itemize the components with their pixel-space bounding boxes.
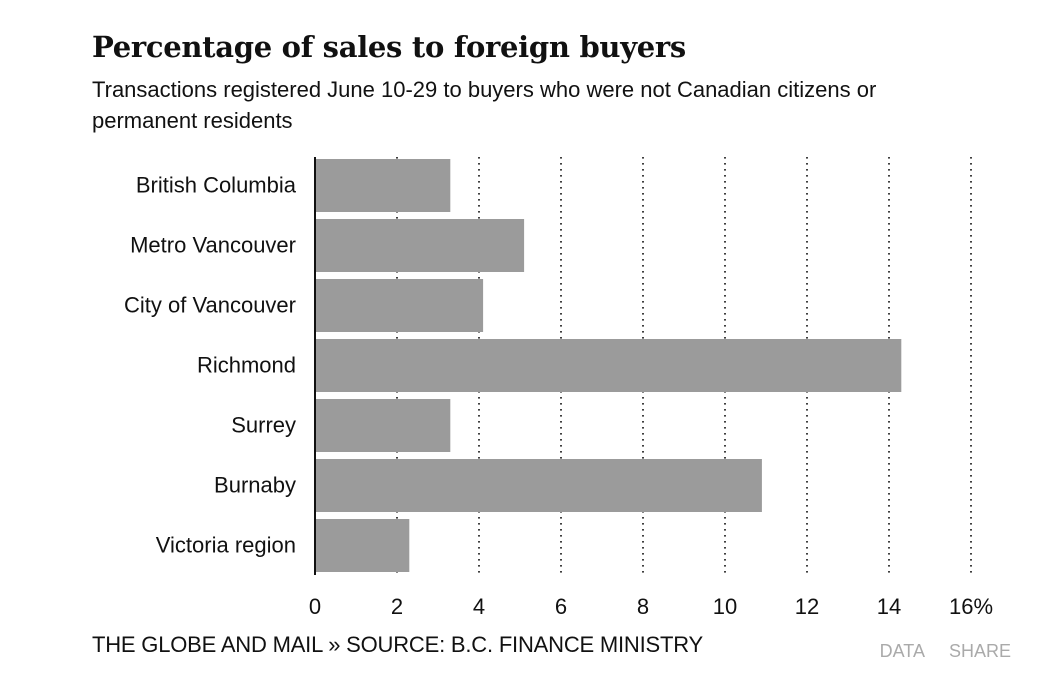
bar (315, 519, 410, 572)
category-label: Richmond (197, 353, 296, 378)
category-label: British Columbia (136, 173, 297, 198)
chart-title: Percentage of sales to foreign buyers (92, 30, 686, 64)
bar (315, 159, 451, 212)
tick-label: 4 (473, 594, 485, 619)
tick-label: 6 (555, 594, 567, 619)
data-link[interactable]: DATA (879, 641, 924, 661)
bar (315, 459, 762, 512)
chart-subtitle: Transactions registered June 10-29 to bu… (92, 77, 877, 133)
tick-label: 14 (877, 594, 901, 619)
tick-label: 10 (713, 594, 737, 619)
bar (315, 279, 484, 332)
bar (315, 399, 451, 452)
source-credit: THE GLOBE AND MAIL » SOURCE: B.C. FINANC… (92, 632, 704, 657)
tick-label: 2 (391, 594, 403, 619)
category-label: Surrey (231, 413, 296, 438)
share-link[interactable]: SHARE (948, 641, 1011, 661)
tick-label: 12 (795, 594, 819, 619)
category-label: Victoria region (156, 533, 296, 558)
chart-actions: DATA SHARE (860, 641, 1011, 662)
tick-label: 16% (949, 594, 993, 619)
category-label: Metro Vancouver (130, 233, 296, 258)
bar (315, 219, 525, 272)
category-label: Burnaby (214, 473, 296, 498)
bar (315, 339, 902, 392)
tick-label: 0 (309, 594, 321, 619)
category-label: City of Vancouver (124, 293, 296, 318)
tick-label: 8 (637, 594, 649, 619)
